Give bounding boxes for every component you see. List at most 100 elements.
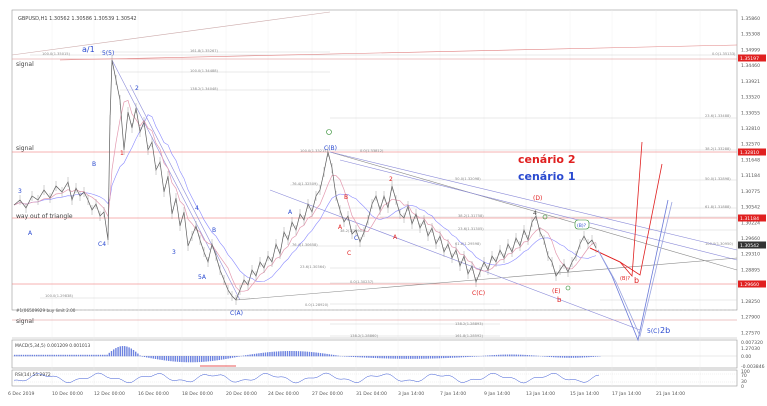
- macd-bar: [38, 354, 40, 357]
- wave-label: 1: [120, 150, 124, 157]
- grid-lines: [51, 10, 701, 386]
- macd-bar: [344, 356, 346, 357]
- trend-lines: [11, 11, 738, 331]
- rsi-axis: 100 70 30 0: [741, 369, 750, 390]
- macd-axis: 0.007320 0.00 -0.003846: [741, 340, 765, 370]
- wave-label: C(C): [472, 290, 485, 297]
- fib-label: 23.6(1.30364): [300, 265, 326, 269]
- macd-bar: [33, 354, 36, 357]
- macd-bar: [124, 346, 126, 357]
- wave-label: (D): [533, 195, 542, 202]
- ma-slow-line: [13, 114, 597, 283]
- macd-bar: [328, 354, 330, 357]
- time-tick: 24 Dec 00:00: [268, 391, 299, 397]
- macd-bar: [161, 356, 163, 361]
- macd-bar: [14, 354, 16, 357]
- macd-bar: [515, 354, 517, 357]
- macd-bar: [337, 355, 339, 357]
- macd-bar: [412, 356, 414, 359]
- macd-bar: [242, 355, 245, 357]
- macd-bar: [352, 356, 355, 358]
- macd-bar: [29, 354, 31, 357]
- macd-bar: [280, 351, 282, 357]
- macd-bar: [498, 354, 500, 357]
- price-tick: 1.30775: [741, 189, 760, 195]
- macd-bar: [451, 356, 454, 358]
- ma-slow-polyline: [13, 114, 597, 283]
- macd-bar: [71, 354, 73, 357]
- time-tick: 3 Jan 14:00: [398, 391, 424, 397]
- fibonacci-lines: [30, 51, 740, 337]
- price-tick: 1.27900: [741, 315, 760, 321]
- price-tick: 1.32810: [741, 126, 760, 132]
- wave-label: A: [338, 224, 343, 231]
- macd-bar: [102, 354, 104, 357]
- macd-bar: [469, 356, 471, 357]
- wave-label: B: [344, 194, 348, 201]
- scenario-1-path-b: [597, 201, 673, 338]
- price-highlight-value: 1.30542: [740, 243, 759, 249]
- wave-label: 5(5): [102, 50, 114, 57]
- macd-bar: [181, 356, 183, 363]
- macd-bar: [333, 354, 335, 357]
- macd-bar: [179, 356, 181, 362]
- macd-bar: [187, 356, 190, 363]
- price-tick: 1.27570: [741, 330, 760, 336]
- macd-bar: [500, 354, 502, 357]
- macd-bar: [141, 356, 143, 357]
- macd-bar: [445, 356, 447, 359]
- macd-bar: [128, 347, 130, 357]
- macd-bar: [489, 355, 491, 357]
- wave-label: C: [347, 250, 351, 257]
- macd-bar: [212, 356, 214, 361]
- wave-label: 2: [389, 176, 393, 183]
- macd-bar: [260, 353, 262, 357]
- fib-label: 138.2(1.34048): [190, 87, 219, 91]
- macd-bar: [462, 356, 465, 358]
- signal-label-1: signal: [16, 145, 34, 152]
- macd-bar: [88, 354, 91, 357]
- macd-bar: [196, 356, 198, 363]
- wave-label: C(A): [230, 310, 243, 317]
- macd-bar: [227, 356, 229, 359]
- macd-bar: [383, 356, 385, 359]
- macd-bar: [25, 354, 27, 357]
- macd-bar: [297, 351, 300, 357]
- macd-bar: [229, 356, 231, 359]
- rsi-label: RSI(14) 55.2972: [15, 372, 51, 378]
- macd-bar: [278, 351, 280, 357]
- macd-bar: [267, 352, 269, 357]
- macd-bar: [421, 356, 423, 359]
- wave-label: B: [212, 227, 216, 234]
- macd-bar: [95, 354, 97, 357]
- macd-bar: [119, 346, 121, 357]
- macd-bar: [579, 356, 581, 358]
- macd-bar: [407, 356, 410, 359]
- macd-bar: [533, 355, 535, 357]
- macd-bar: [238, 356, 240, 357]
- macd-bar: [348, 356, 350, 357]
- macd-bar: [346, 356, 348, 357]
- macd-bar: [201, 356, 203, 362]
- time-tick: 12 Dec 00:00: [94, 391, 125, 397]
- time-tick: 10 Dec 00:00: [52, 391, 83, 397]
- fib-label: 0.0(1.28920): [305, 303, 329, 307]
- macd-bar: [594, 356, 597, 357]
- scenario-1-label: cenário 1: [518, 170, 575, 183]
- macd-bar: [572, 356, 575, 358]
- macd-bar: [379, 356, 381, 359]
- price-tick: 1.29310: [741, 252, 760, 258]
- macd-bar: [405, 356, 407, 359]
- macd-bar: [137, 353, 139, 357]
- macd-bar: [460, 356, 462, 358]
- fib-label: 38.2(1.30905): [340, 229, 366, 233]
- time-axis[interactable]: 6 Dec 2019 10 Dec 00:00 12 Dec 00:00 16 Dec…: [8, 391, 685, 397]
- fib-label: 138.2(1.28893): [455, 322, 484, 326]
- wave-label: A: [28, 230, 33, 237]
- fib-label: 100.0(1.29838): [45, 294, 74, 298]
- macd-bar: [49, 354, 51, 357]
- macd-bar: [207, 356, 209, 362]
- macd-bar: [324, 353, 326, 357]
- price-tick: 1.34999: [741, 47, 760, 53]
